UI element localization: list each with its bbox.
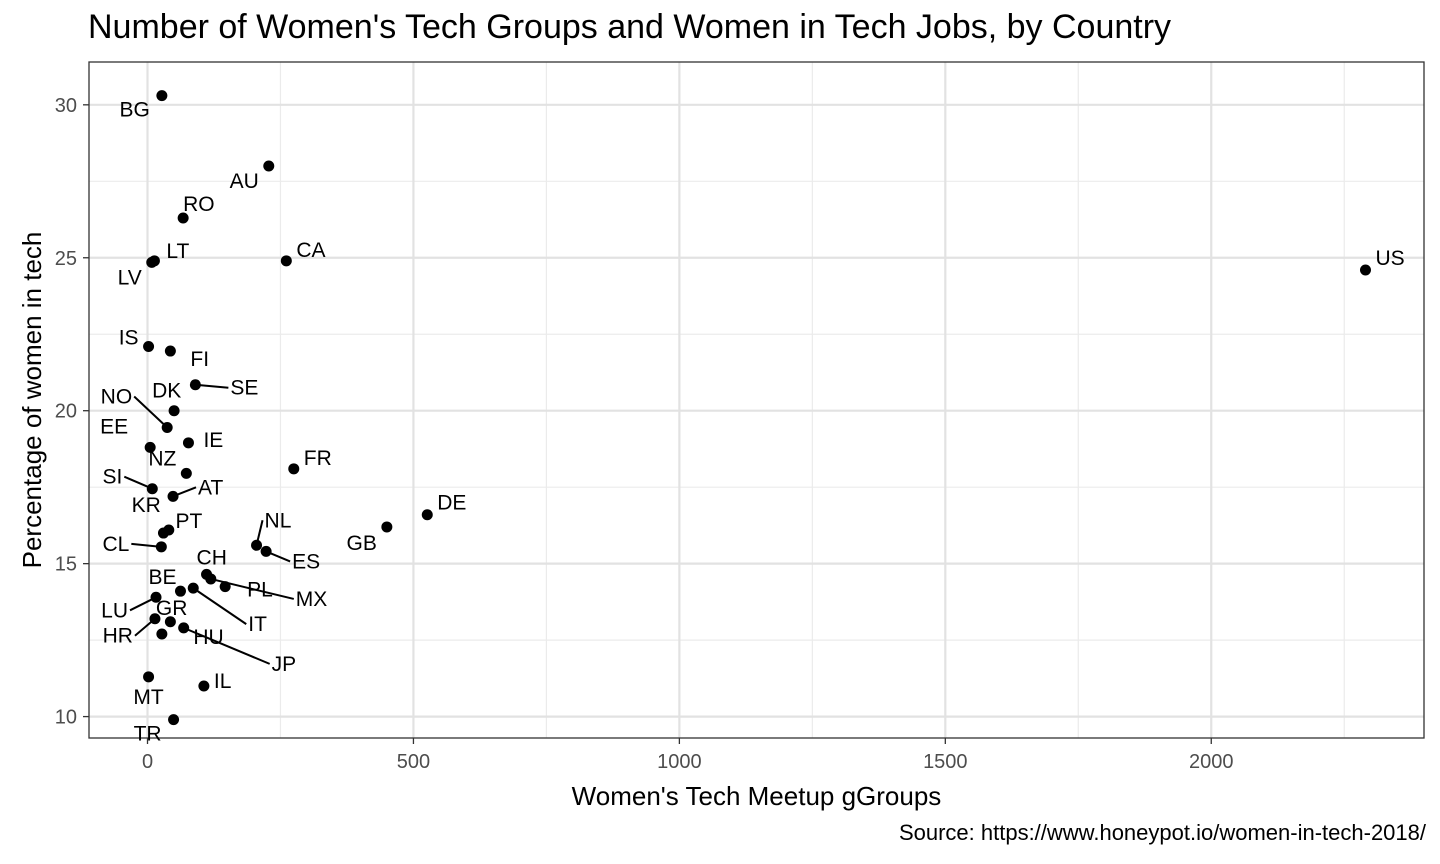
- x-axis-title: Women's Tech Meetup gGroups: [572, 781, 942, 811]
- point-label: JP: [272, 653, 297, 676]
- point-label: LU: [101, 599, 128, 622]
- y-tick-label: 20: [55, 401, 77, 423]
- data-point: [421, 509, 433, 521]
- data-point: [187, 582, 199, 594]
- point-label: SI: [102, 466, 122, 489]
- point-label: BE: [148, 566, 176, 589]
- data-point: [174, 585, 186, 597]
- x-tick-label: 500: [397, 751, 430, 773]
- point-label: LV: [118, 266, 142, 289]
- point-label: HU: [193, 626, 223, 649]
- data-point: [280, 255, 292, 267]
- point-label: EE: [100, 415, 128, 438]
- x-tick-label: 2000: [1189, 751, 1234, 773]
- point-label: GB: [347, 532, 377, 555]
- data-point: [263, 160, 275, 172]
- data-points: [143, 90, 1371, 726]
- point-label: KR: [132, 494, 161, 517]
- point-label: FI: [190, 348, 209, 371]
- data-point: [260, 545, 272, 557]
- x-tick-label: 1000: [657, 751, 702, 773]
- data-point: [146, 483, 158, 495]
- point-label: NO: [101, 386, 133, 409]
- y-tick-label: 15: [55, 554, 77, 576]
- chart-title: Number of Women's Tech Groups and Women …: [88, 8, 1172, 46]
- y-tick-label: 10: [55, 707, 77, 729]
- data-point: [156, 90, 168, 102]
- point-label: CL: [102, 533, 129, 556]
- data-point: [157, 527, 169, 539]
- x-tick-label: 0: [142, 751, 153, 773]
- data-point: [205, 573, 217, 585]
- axis-ticks: 0 500 1000 1500 2000 10 15 20 25 30: [55, 95, 1234, 773]
- data-point: [288, 463, 300, 475]
- data-point: [149, 613, 161, 625]
- grid-layer: [89, 62, 1424, 738]
- data-point: [180, 467, 192, 479]
- label-connector: [195, 383, 229, 389]
- point-label: ES: [292, 550, 320, 573]
- point-label: TR: [134, 723, 162, 746]
- panel-border: [88, 61, 1425, 739]
- point-label: PT: [175, 510, 202, 533]
- point-label: HR: [103, 625, 133, 648]
- data-point: [182, 437, 194, 449]
- data-point: [177, 212, 189, 224]
- data-point: [1359, 264, 1371, 276]
- data-point: [143, 340, 155, 352]
- point-label: CA: [296, 239, 325, 262]
- point-labels: BG AU RO LT LV CA US IS FI SE DK NO IE EE FR NZ SI AT DE GB…: [100, 99, 1405, 746]
- data-point: [161, 422, 173, 434]
- point-label: IL: [214, 670, 232, 693]
- point-label: GR: [156, 597, 188, 620]
- point-label: AU: [230, 170, 259, 193]
- data-point: [178, 622, 190, 634]
- point-label: MT: [133, 686, 163, 709]
- data-point: [155, 541, 167, 553]
- data-point: [146, 256, 158, 268]
- data-point: [381, 521, 393, 533]
- point-label: RO: [183, 193, 215, 216]
- data-point: [219, 581, 231, 593]
- data-point: [164, 616, 176, 628]
- y-tick-label: 25: [55, 248, 77, 270]
- data-point: [168, 405, 180, 417]
- point-label: PL: [247, 579, 273, 602]
- point-label: AT: [198, 476, 223, 499]
- data-point: [156, 628, 168, 640]
- point-label: CH: [197, 546, 227, 569]
- label-connector: [183, 626, 271, 665]
- point-label: DK: [152, 380, 181, 403]
- data-point: [168, 714, 180, 726]
- data-point: [198, 680, 210, 692]
- point-label: US: [1375, 247, 1404, 270]
- data-point: [144, 441, 156, 453]
- y-axis-title: Percentage of women in tech: [17, 232, 47, 569]
- point-label: NZ: [148, 447, 176, 470]
- point-label: MX: [296, 588, 328, 611]
- point-label: IE: [203, 429, 223, 452]
- point-label: NL: [265, 509, 292, 532]
- data-point: [164, 345, 176, 357]
- label-connector: [192, 587, 247, 625]
- label-connector: [133, 395, 168, 429]
- point-label: SE: [230, 377, 258, 400]
- data-point: [167, 490, 179, 502]
- point-label: IT: [248, 613, 267, 636]
- chart-caption: Source: https://www.honeypot.io/women-in…: [898, 820, 1426, 845]
- x-tick-label: 1500: [923, 751, 968, 773]
- point-label: DE: [437, 492, 466, 515]
- data-point: [189, 379, 201, 391]
- point-label: LT: [166, 240, 189, 263]
- data-point: [251, 539, 263, 551]
- point-label: IS: [119, 326, 139, 349]
- point-label: BG: [120, 99, 150, 122]
- data-point: [150, 591, 162, 603]
- data-point: [143, 671, 155, 683]
- point-label: FR: [304, 447, 332, 470]
- y-tick-label: 30: [55, 95, 77, 117]
